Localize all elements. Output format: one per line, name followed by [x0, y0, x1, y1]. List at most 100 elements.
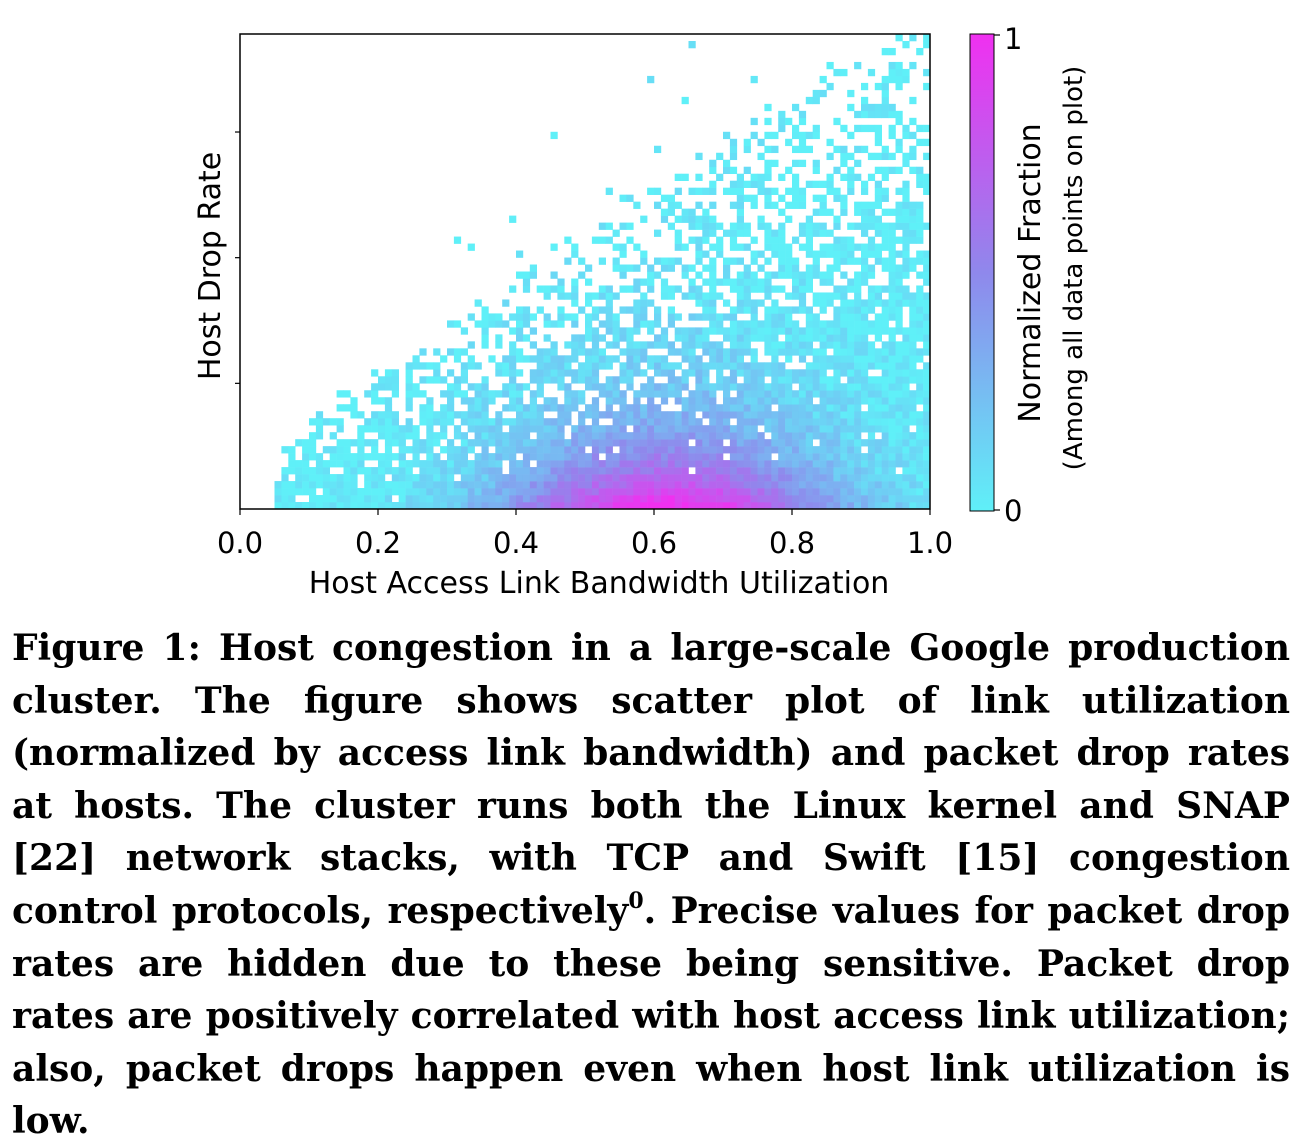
heatmap-cell — [647, 299, 655, 307]
heatmap-cell — [750, 334, 758, 342]
heatmap-cell — [702, 488, 710, 496]
heatmap-cell — [288, 467, 296, 475]
heatmap-cell — [923, 376, 931, 384]
heatmap-cell — [723, 299, 731, 307]
heatmap-cell — [895, 495, 903, 503]
heatmap-cell — [785, 250, 793, 258]
heatmap-cell — [626, 285, 634, 293]
heatmap-cell — [778, 285, 786, 293]
heatmap-cell — [371, 439, 379, 447]
heatmap-cell — [688, 369, 696, 377]
heatmap-cell — [771, 201, 779, 209]
heatmap-cell — [391, 502, 399, 510]
heatmap-cell — [674, 418, 682, 426]
heatmap-cell — [798, 222, 807, 230]
heatmap-cell — [633, 285, 641, 293]
heatmap-cell — [743, 138, 751, 147]
heatmap-cell — [840, 481, 848, 489]
heatmap-cell — [564, 418, 572, 426]
heatmap-cell — [481, 460, 489, 468]
heatmap-cell — [798, 369, 807, 377]
heatmap-cell — [826, 383, 834, 391]
heatmap-cell — [647, 278, 655, 286]
heatmap-cell — [660, 460, 669, 468]
heatmap-cell — [419, 362, 427, 370]
heatmap-cell — [833, 432, 841, 440]
heatmap-cell — [736, 474, 744, 482]
heatmap-cell — [826, 180, 834, 188]
heatmap-cell — [798, 460, 807, 468]
heatmap-cell — [488, 390, 496, 398]
heatmap-cell — [854, 369, 862, 377]
heatmap-cell — [467, 404, 475, 412]
heatmap-cell — [433, 481, 441, 489]
heatmap-cell — [626, 362, 634, 370]
heatmap-cell — [819, 229, 827, 237]
heatmap-cell — [591, 397, 600, 405]
heatmap-cell — [516, 432, 524, 440]
heatmap-cell — [633, 320, 641, 328]
heatmap-cell — [750, 201, 758, 209]
heatmap-cell — [564, 362, 572, 370]
heatmap-cell — [688, 348, 696, 356]
heatmap-cell — [453, 383, 462, 391]
heatmap-cell — [847, 432, 855, 440]
heatmap-cell — [805, 180, 813, 188]
heatmap-cell — [322, 474, 330, 482]
heatmap-cell — [757, 390, 765, 398]
heatmap-cell — [654, 460, 662, 468]
heatmap-cell — [798, 383, 807, 391]
heatmap-cell — [357, 439, 365, 447]
heatmap-cell — [923, 446, 931, 454]
heatmap-cell — [785, 446, 793, 454]
heatmap-cell — [647, 376, 655, 384]
heatmap-cell — [743, 320, 751, 328]
heatmap-cell — [709, 481, 717, 489]
heatmap-cell — [750, 285, 758, 293]
heatmap-cell — [819, 327, 827, 335]
heatmap-cell — [902, 369, 910, 377]
heatmap-cell — [426, 488, 434, 496]
heatmap-cell — [909, 495, 917, 503]
heatmap-cell — [543, 495, 551, 503]
heatmap-cell — [729, 243, 738, 251]
heatmap-cell — [654, 418, 662, 426]
heatmap-cell — [654, 474, 662, 482]
heatmap-cell — [826, 320, 834, 328]
heatmap-cell — [805, 320, 813, 328]
heatmap-cell — [909, 257, 917, 265]
heatmap-cell — [778, 474, 786, 482]
heatmap-cell — [702, 327, 710, 335]
heatmap-cell — [923, 250, 931, 258]
heatmap-cell — [874, 243, 882, 251]
heatmap-cell — [902, 271, 910, 279]
heatmap-cell — [509, 460, 517, 468]
heatmap-cell — [923, 68, 931, 77]
heatmap-cell — [909, 201, 917, 209]
heatmap-cell — [674, 187, 682, 195]
heatmap-cell — [854, 341, 862, 349]
heatmap-cell — [826, 229, 834, 237]
heatmap-cell — [757, 404, 765, 412]
heatmap-cell — [874, 327, 882, 335]
heatmap-cell — [874, 411, 882, 419]
heatmap-cell — [688, 40, 696, 49]
heatmap-cell — [757, 369, 765, 377]
heatmap-cell — [812, 460, 820, 468]
heatmap-cell — [847, 166, 855, 175]
heatmap-cell — [633, 397, 641, 405]
heatmap-cell — [805, 348, 813, 356]
heatmap-cell — [902, 453, 910, 461]
heatmap-cell — [688, 334, 696, 342]
heatmap-cell — [654, 411, 662, 419]
heatmap-cell — [481, 474, 489, 482]
heatmap-cell — [881, 194, 889, 202]
heatmap-cell — [764, 495, 772, 503]
heatmap-cell — [626, 306, 634, 314]
heatmap-cell — [315, 432, 324, 440]
heatmap-cell — [605, 439, 613, 447]
heatmap-cell — [619, 348, 627, 356]
heatmap-cell — [798, 418, 807, 426]
heatmap-cell — [591, 446, 600, 454]
heatmap-cell — [681, 411, 689, 419]
